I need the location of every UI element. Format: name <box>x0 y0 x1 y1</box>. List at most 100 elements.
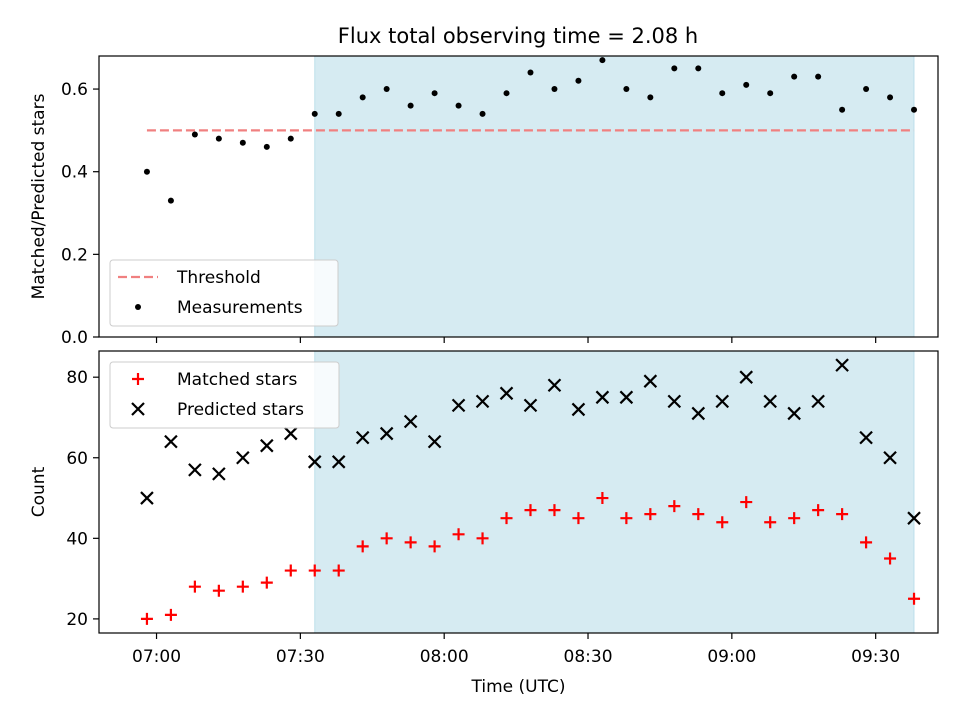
y-tick-label: 20 <box>66 610 88 630</box>
measurement-point <box>839 106 846 113</box>
x-tick-label: 07:00 <box>132 647 181 667</box>
matched-star-point <box>404 536 417 549</box>
predicted-star-point <box>236 450 250 465</box>
predicted-star-point <box>499 386 514 401</box>
y-axis-label: Matched/Predicted stars <box>29 93 49 299</box>
matched-star-point <box>692 508 705 521</box>
x-axis-label: Time (UTC) <box>471 677 566 697</box>
y-tick-label: 60 <box>66 449 88 469</box>
predicted-star-point <box>379 426 394 441</box>
y-tick-label: 0.6 <box>61 80 88 100</box>
series-plus <box>140 492 921 625</box>
measurement-point <box>263 143 270 150</box>
measurement-point <box>503 90 510 97</box>
predicted-star-point <box>212 467 226 481</box>
matched-star-point <box>356 540 369 553</box>
measurement-point <box>407 102 414 109</box>
panel-ratio: 0.0 0.2 0.4 0.6 Matched/Predicted stars Thres… <box>29 55 939 348</box>
observing-span <box>314 55 915 338</box>
matched-star-point <box>572 512 585 525</box>
measurement-point <box>215 135 222 142</box>
measurement-point <box>695 65 702 72</box>
predicted-star-point <box>283 426 298 441</box>
legend-box <box>109 259 339 327</box>
predicted-star-point <box>883 450 897 465</box>
legend-entry-label: Predicted stars <box>177 400 304 420</box>
x-tick-label: 08:30 <box>564 647 613 667</box>
x-tick-label: 08:00 <box>420 647 469 667</box>
observing-span <box>314 350 915 634</box>
series-dot <box>143 57 918 204</box>
y-tick-label: 0.4 <box>61 163 88 183</box>
predicted-star-point <box>811 394 825 409</box>
matched-star-point <box>596 492 609 505</box>
measurement-point <box>431 90 438 97</box>
measurement-point <box>191 131 198 138</box>
matched-star-point <box>260 576 273 589</box>
matched-star-point <box>284 564 297 577</box>
axes-frame <box>98 350 939 634</box>
predicted-star-point <box>907 511 921 525</box>
matched-star-point <box>884 552 897 565</box>
y-tick-label: 0.0 <box>61 328 88 348</box>
predicted-star-point <box>188 463 202 477</box>
matched-star-point <box>908 592 921 605</box>
x-tick-label: 07:30 <box>276 647 325 667</box>
predicted-star-point <box>475 394 490 409</box>
measurement-point <box>911 106 918 113</box>
matched-star-point <box>476 532 489 545</box>
plots: 0.0 0.2 0.4 0.6 Matched/Predicted stars Thres… <box>29 55 939 697</box>
legend-box <box>109 361 340 429</box>
measurement-point <box>767 90 774 97</box>
measurement-point <box>311 110 318 117</box>
measurement-point <box>647 94 654 101</box>
measurement-point <box>815 73 822 80</box>
measurement-point <box>791 73 798 80</box>
measurement-point <box>359 94 366 101</box>
matched-star-point <box>668 500 681 513</box>
measurement-point <box>167 197 174 204</box>
predicted-star-point <box>715 394 730 409</box>
measurement-point <box>335 110 342 117</box>
matched-star-point <box>524 504 537 517</box>
matched-star-point <box>188 580 201 593</box>
matched-star-point <box>428 540 441 553</box>
legend-entry-label: Measurements <box>177 298 303 318</box>
measurement-point <box>551 86 558 93</box>
figure-title: Flux total observing time = 2.08 h <box>338 24 698 48</box>
measurement-point <box>143 168 150 175</box>
measurement-point <box>887 94 894 101</box>
measurement-point <box>623 86 630 93</box>
measurement-point <box>575 77 582 84</box>
predicted-star-point <box>859 430 873 445</box>
legend: Threshold Measurements <box>109 259 339 327</box>
measurement-point <box>743 81 750 88</box>
legend-entry-label: Threshold <box>176 268 261 288</box>
predicted-star-point <box>403 414 418 429</box>
measurement-point <box>719 90 726 97</box>
matched-star-point <box>716 516 729 529</box>
predicted-star-point <box>547 378 562 393</box>
predicted-star-point <box>739 370 754 384</box>
predicted-star-point <box>331 455 346 469</box>
matched-star-point <box>332 564 345 577</box>
series-x <box>140 358 921 525</box>
measurement-point <box>287 135 294 142</box>
measurement-point <box>863 86 870 93</box>
matched-star-point <box>500 512 513 525</box>
predicted-star-point <box>355 430 370 445</box>
matched-star-point <box>212 584 225 597</box>
legend-measurement-swatch <box>135 304 141 310</box>
y-tick-label: 0.2 <box>61 245 88 265</box>
predicted-star-point <box>763 394 777 409</box>
matched-star-point <box>644 508 657 521</box>
measurement-point <box>599 57 606 64</box>
matched-star-point <box>812 504 825 517</box>
predicted-star-point <box>307 455 322 469</box>
predicted-star-point <box>140 491 154 505</box>
y-tick-label: 40 <box>66 529 88 549</box>
matched-star-point <box>452 528 465 541</box>
axes-frame <box>98 55 939 338</box>
matched-star-point <box>836 508 849 521</box>
matched-star-point <box>620 512 633 525</box>
